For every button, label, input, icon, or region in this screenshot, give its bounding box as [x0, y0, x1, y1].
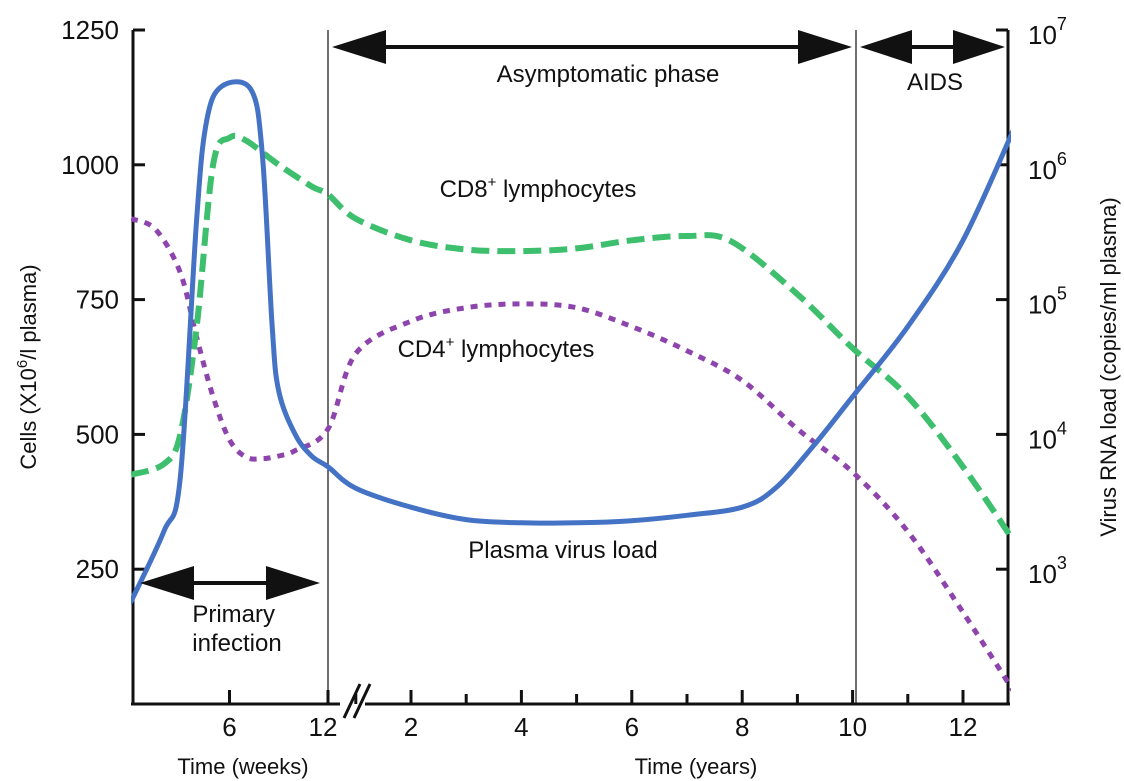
x-years-tick-label: 10	[838, 712, 867, 742]
left-axis-tick-label: 750	[76, 285, 119, 315]
right-axis-tick-label: 103	[1028, 553, 1067, 589]
left-axis-title: Cells (X106/l plasma)	[14, 264, 41, 469]
x-years-tick-label: 6	[625, 712, 639, 742]
cd8-label-base: CD8	[440, 176, 488, 203]
right-axis-title: Virus RNA load (copies/ml plasma)	[1096, 197, 1121, 537]
virus-load-line	[131, 79, 1011, 605]
asymptomatic-phase-label: Asymptomatic phase	[497, 61, 720, 88]
left-axis-tick-label: 250	[76, 554, 119, 584]
x-years-tick-label: 12	[949, 712, 978, 742]
primary-infection-label-line1: Primary	[192, 601, 275, 628]
cd8-label-post: lymphocytes	[496, 176, 636, 203]
cd4-label-base: CD4	[398, 336, 446, 363]
left-axis-title-post: /l plasma)	[16, 264, 41, 359]
ticks-layer: 250 500 750 1000 1250 103 104 105 106 107 6 12 2 4 6 8 1…	[61, 14, 1067, 742]
left-axis-title-sup: 6	[14, 360, 31, 368]
virus-load-series-label: Plasma virus load	[468, 537, 657, 564]
cd4-label-sup: +	[446, 334, 455, 351]
x-years-tick-label: 2	[404, 712, 418, 742]
right-axis-tick-label: 106	[1028, 149, 1067, 185]
asymptomatic-phase-arrow	[332, 30, 852, 64]
x-axis-title-years: Time (years)	[635, 754, 758, 779]
primary-infection-arrow	[140, 566, 320, 600]
primary-infection-label: Primary infection	[192, 601, 281, 657]
primary-infection-label-line2: infection	[192, 630, 281, 657]
right-axis-tick-label: 107	[1028, 14, 1067, 50]
left-axis-title-pre: Cells (X10	[16, 368, 41, 469]
left-axis-tick-label: 1250	[61, 15, 119, 45]
aids-phase-arrow	[860, 30, 1005, 64]
series-layer	[131, 79, 1011, 692]
x-years-tick-label: 8	[735, 712, 749, 742]
right-axis-tick-label: 104	[1028, 418, 1067, 454]
cd8-line	[131, 132, 1011, 543]
cd4-label-post: lymphocytes	[454, 336, 594, 363]
right-axis-tick-label: 105	[1028, 284, 1067, 320]
aids-phase-label: AIDS	[907, 69, 963, 96]
left-axis-tick-label: 500	[76, 419, 119, 449]
x-weeks-tick-label: 6	[222, 712, 236, 742]
axis-break-marks	[342, 683, 372, 719]
cd4-series-label: CD4+ lymphocytes	[398, 334, 595, 363]
x-axis-title-weeks: Time (weeks)	[177, 754, 308, 779]
cd4-line	[131, 216, 1011, 692]
x-years-tick-label: 4	[514, 712, 528, 742]
left-axis-tick-label: 1000	[61, 150, 119, 180]
cd8-series-label: CD8+ lymphocytes	[440, 174, 637, 203]
cd8-label-sup: +	[488, 174, 497, 191]
x-weeks-tick-label: 12	[309, 712, 338, 742]
